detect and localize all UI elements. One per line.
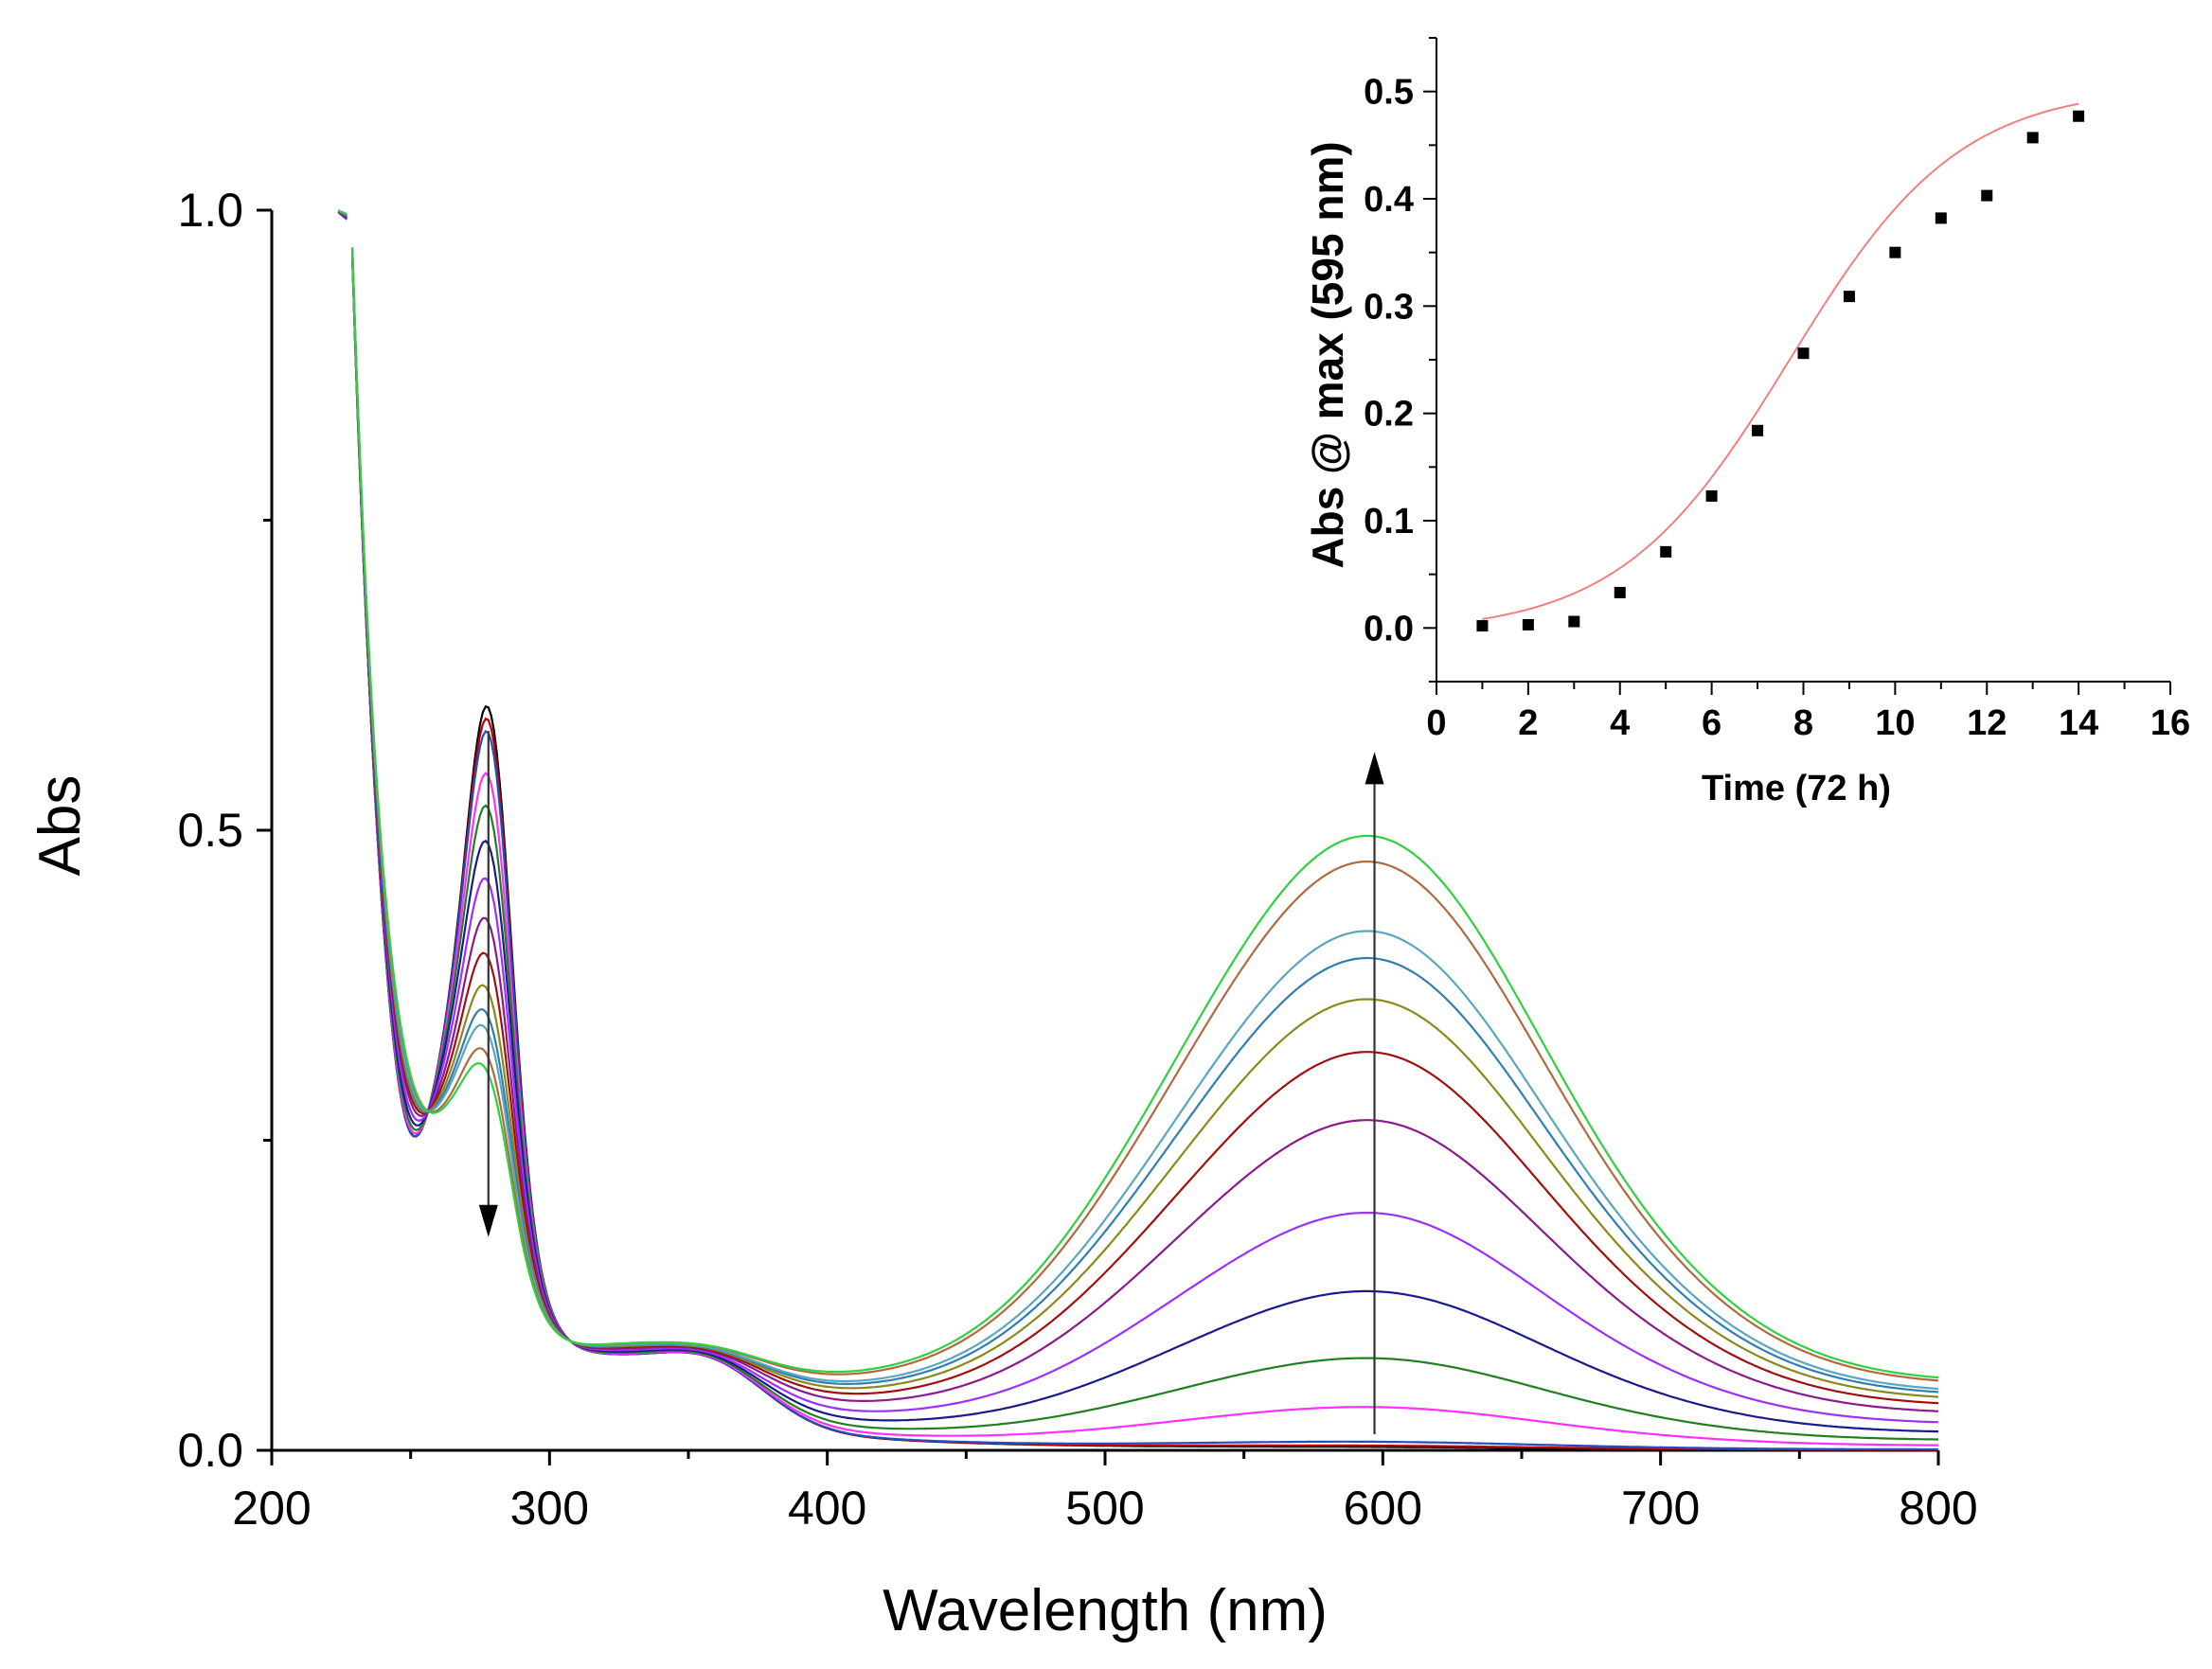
inset-chart: 0 2 4 6 8 10 12 14 16 0.0 0.1 0.2 0.3 0.4 0.5 Time (72… [1303,37,2190,808]
main-y-axis-label: Abs [27,775,93,877]
inset-ticks: 0 2 4 6 8 10 12 14 16 0.0 0.1 0.2 0.3 0.4 0.5 [1364,37,2190,743]
inset-x-tick-label: 6 [1702,703,1721,743]
main-x-tick-label: 600 [1344,1482,1422,1535]
inset-y-tick-label: 0.0 [1364,609,1414,648]
inset-data-point [1935,212,1947,224]
spectrum-line-t8 [337,209,1939,1412]
main-chart: 200 300 400 500 600 700 800 0.0 0.5 1.0 Wavelengt… [27,184,1978,1643]
inset-x-tick-label: 12 [1967,703,2007,743]
inset-x-tick-label: 0 [1426,703,1446,743]
inset-data-point [1752,424,1764,436]
main-x-axis-label: Wavelength (nm) [883,1578,1328,1643]
inset-data-point [2026,132,2039,144]
spectrum-line-t6 [337,210,1938,1433]
inset-data-point [1843,291,1855,303]
spectrum-line-t4 [337,211,1938,1447]
spectrum-line-t12 [337,209,1939,1391]
main-y-tick-label: 0.0 [177,1424,243,1477]
annotation-arrow-head-up [1365,752,1384,785]
inset-data-point [1660,545,1672,558]
spectrum-line-t10 [337,209,1939,1398]
inset-data-point [1797,347,1810,360]
main-x-tick-label: 800 [1899,1482,1977,1535]
annotation-arrow-head-down [478,1204,498,1237]
spectrum-line-t9 [337,209,1939,1405]
main-x-tick-label: 400 [788,1482,866,1535]
inset-data-point [1568,615,1580,628]
inset-data-point [2073,110,2085,122]
main-x-tick-label: 200 [232,1482,311,1535]
inset-fit-curve [1482,102,2079,620]
inset-x-tick-label: 8 [1793,703,1813,743]
inset-y-tick-label: 0.1 [1364,502,1414,542]
inset-data-point [1981,189,1993,202]
inset-data-point [1705,489,1718,502]
inset-data-point [1614,586,1626,598]
spectrum-line-t5 [337,210,1938,1441]
inset-x-tick-label: 10 [1875,703,1915,743]
spectrum-line-t11 [337,209,1939,1394]
main-series-group [337,209,1939,1451]
inset-y-tick-label: 0.3 [1364,287,1414,327]
inset-x-tick-label: 16 [2150,703,2190,743]
main-arrows [478,731,1384,1434]
main-x-tick-label: 500 [1065,1482,1144,1535]
main-x-tick-label: 700 [1621,1482,1700,1535]
spectrum-line-t2 [337,211,1938,1451]
inset-points-group [1476,110,2085,632]
spectrum-line-t14 [340,210,1939,1379]
inset-data-point [1476,620,1489,632]
main-ticks: 200 300 400 500 600 700 800 0.0 0.5 1.0 [177,184,1977,1535]
spectrum-line-t13 [340,210,1939,1382]
inset-data-point [1522,618,1534,630]
spectrum-line-t1 [337,211,1938,1451]
inset-x-tick-label: 14 [2059,703,2098,743]
main-x-tick-label: 300 [510,1482,589,1535]
spectrum-line-t3 [337,211,1938,1451]
main-y-tick-label: 0.5 [177,804,243,857]
spectrum-line-t7 [337,210,1939,1424]
inset-x-tick-label: 4 [1610,703,1630,743]
inset-x-tick-label: 2 [1518,703,1538,743]
inset-y-axis-label: Abs @ max (595 nm) [1303,141,1352,568]
inset-x-axis-label: Time (72 h) [1702,769,1891,808]
inset-y-tick-label: 0.4 [1364,180,1414,220]
inset-y-tick-label: 0.5 [1364,73,1414,113]
main-y-tick-label: 1.0 [177,184,243,237]
inset-data-point [1889,246,1901,258]
inset-y-tick-label: 0.2 [1364,395,1414,435]
